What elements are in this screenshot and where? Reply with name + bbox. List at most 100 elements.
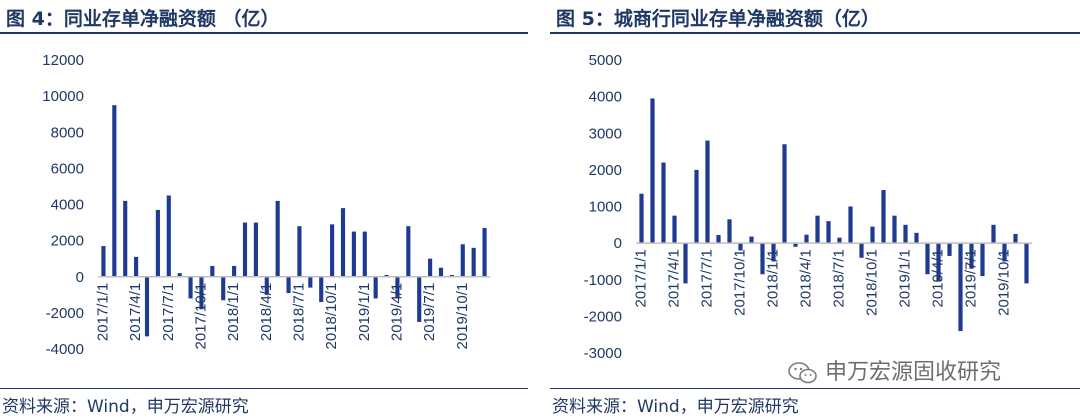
bar xyxy=(661,162,666,244)
bar xyxy=(134,256,139,277)
bar xyxy=(793,243,798,247)
bar xyxy=(362,231,367,277)
x-tick-label: 2017/4/1 xyxy=(666,249,683,307)
bar xyxy=(286,276,291,294)
bar xyxy=(980,243,985,277)
bar xyxy=(826,221,831,244)
bar xyxy=(782,144,787,244)
bar xyxy=(242,222,248,277)
bar xyxy=(837,237,842,244)
bar xyxy=(144,276,150,337)
x-tick-label: 2017/10/1 xyxy=(732,249,749,316)
x-tick-label: 2017/10/1 xyxy=(192,283,209,350)
y-tick-label: 2000 xyxy=(589,162,622,179)
bar xyxy=(892,215,897,244)
x-tick-label: 2018/1/1 xyxy=(225,283,242,341)
bar xyxy=(330,224,335,277)
bar-chart: -3000 -2000 -1000 0 1000 2000 3000 4000 5000 2017… xyxy=(584,52,1032,362)
bar xyxy=(969,243,974,269)
watermark-text: 申万宏源固收研究 xyxy=(825,360,1002,385)
bar xyxy=(914,232,919,244)
bar xyxy=(881,190,886,244)
bar xyxy=(870,226,875,244)
x-tick-label: 2018/10/1 xyxy=(323,283,340,350)
bar xyxy=(991,224,996,244)
x-tick-label: 2018/7/1 xyxy=(290,283,307,341)
bar xyxy=(848,206,853,244)
x-tick-label: 2017/7/1 xyxy=(160,283,177,341)
chart-panel-1: 图 4：同业存单净融资额 （亿） -4000 -2000 0 2000 4000 6000… xyxy=(0,0,528,419)
bar xyxy=(384,274,389,277)
y-tick-label: 5000 xyxy=(589,52,622,69)
bar xyxy=(460,244,465,277)
y-tick-label: -2000 xyxy=(584,308,622,325)
x-tick-label: 2018/4/1 xyxy=(798,249,815,307)
bar xyxy=(351,231,356,277)
bar xyxy=(438,267,444,277)
source-note: 资料来源：Wind，申万宏源研究 xyxy=(552,397,799,417)
bar xyxy=(308,276,313,288)
title-divider xyxy=(550,32,1080,34)
y-tick-label: -4000 xyxy=(46,341,84,358)
bar xyxy=(395,276,400,299)
bar xyxy=(340,208,346,277)
y-tick-label: 2000 xyxy=(51,233,84,250)
bar xyxy=(471,247,476,277)
y-tick-label: 6000 xyxy=(51,160,84,177)
y-tick-label: 3000 xyxy=(589,125,622,142)
x-tick-label: 2019/7/1 xyxy=(421,283,438,341)
bar xyxy=(903,224,908,244)
bar xyxy=(417,276,422,322)
bar xyxy=(210,265,215,277)
bar xyxy=(199,276,204,310)
chart-title: 图 4：同业存单净融资额 （亿） xyxy=(6,8,280,30)
bar xyxy=(166,195,171,277)
bar xyxy=(925,243,930,275)
bar xyxy=(749,236,754,244)
bar xyxy=(694,169,699,244)
bar xyxy=(221,276,226,301)
x-tick-label: 2018/7/1 xyxy=(831,249,848,307)
bar xyxy=(771,243,776,262)
bar xyxy=(449,274,454,277)
chart-panel-2: 图 5：城商行同业存单净融资额（亿） -3000 -2000 -1000 0 1000 2… xyxy=(550,0,1080,419)
bar xyxy=(123,200,128,277)
bar xyxy=(672,215,677,244)
bar xyxy=(373,276,378,299)
x-tick-label: 2017/1/1 xyxy=(633,249,650,307)
bar xyxy=(650,98,655,244)
wechat-icon xyxy=(788,362,818,384)
bar xyxy=(112,105,117,277)
bar xyxy=(101,246,106,277)
y-tick-label: -2000 xyxy=(46,305,84,322)
bar xyxy=(738,243,743,251)
x-tick-label: 2019/10/1 xyxy=(454,283,471,350)
chart-title: 图 5：城商行同业存单净融资额（亿） xyxy=(556,8,880,30)
x-tick-label: 2018/4/1 xyxy=(258,283,275,341)
bar xyxy=(275,200,280,277)
bar xyxy=(428,258,433,277)
source-note: 资料来源：Wind，申万宏源研究 xyxy=(2,397,249,417)
bar xyxy=(815,215,820,244)
bar xyxy=(319,276,324,303)
y-tick-label: 10000 xyxy=(42,88,84,105)
footer-divider xyxy=(0,388,528,389)
x-tick-label: 2017/7/1 xyxy=(699,249,716,307)
y-tick-label: 4000 xyxy=(589,89,622,106)
bar xyxy=(1013,233,1018,244)
x-tick-label: 2019/4/1 xyxy=(930,249,947,307)
bar xyxy=(482,227,487,277)
x-tick-label: 2018/10/1 xyxy=(864,249,881,316)
x-tick-label: 2019/4/1 xyxy=(388,283,405,341)
bar xyxy=(188,276,193,299)
bar xyxy=(760,243,765,275)
y-tick-label: 12000 xyxy=(42,52,84,69)
footer-divider xyxy=(550,388,1080,389)
bar xyxy=(683,243,688,284)
bar xyxy=(253,222,258,277)
bar xyxy=(1024,243,1029,284)
bar xyxy=(716,235,721,244)
y-tick-label: 0 xyxy=(76,269,84,286)
x-tick-label: 2018/1/1 xyxy=(765,249,782,307)
y-tick-label: 8000 xyxy=(51,124,84,141)
